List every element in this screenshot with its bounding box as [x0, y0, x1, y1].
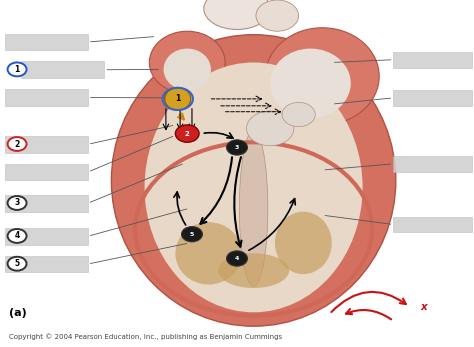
Text: 1: 1	[175, 94, 181, 103]
Ellipse shape	[256, 0, 299, 31]
Text: 2: 2	[14, 139, 20, 149]
Ellipse shape	[204, 0, 270, 29]
Ellipse shape	[275, 212, 332, 274]
Ellipse shape	[270, 49, 351, 118]
FancyBboxPatch shape	[393, 156, 472, 172]
Text: x: x	[421, 302, 428, 312]
Ellipse shape	[145, 62, 363, 312]
FancyBboxPatch shape	[5, 164, 88, 180]
Text: 4: 4	[235, 256, 239, 261]
FancyBboxPatch shape	[5, 256, 88, 272]
Circle shape	[8, 196, 27, 210]
Circle shape	[8, 137, 27, 151]
FancyBboxPatch shape	[393, 90, 472, 106]
FancyBboxPatch shape	[393, 217, 472, 232]
Circle shape	[182, 227, 202, 242]
Ellipse shape	[164, 49, 211, 90]
Text: 4: 4	[14, 231, 20, 240]
Text: (a): (a)	[9, 307, 27, 318]
Ellipse shape	[239, 130, 268, 286]
Text: 5: 5	[190, 232, 194, 237]
Text: 5: 5	[15, 259, 19, 268]
Circle shape	[175, 125, 199, 142]
Text: 2: 2	[185, 130, 190, 137]
Circle shape	[227, 140, 247, 155]
Ellipse shape	[218, 253, 289, 288]
Circle shape	[8, 257, 27, 271]
FancyBboxPatch shape	[5, 89, 88, 106]
FancyBboxPatch shape	[5, 195, 88, 212]
Circle shape	[8, 229, 27, 243]
Ellipse shape	[165, 88, 191, 110]
Ellipse shape	[111, 35, 396, 326]
FancyBboxPatch shape	[5, 136, 88, 153]
FancyBboxPatch shape	[5, 34, 88, 50]
Ellipse shape	[246, 111, 294, 146]
Text: 3: 3	[235, 145, 239, 150]
FancyBboxPatch shape	[21, 61, 104, 78]
FancyBboxPatch shape	[5, 228, 88, 245]
Ellipse shape	[149, 31, 225, 94]
Circle shape	[8, 62, 27, 76]
Ellipse shape	[175, 222, 242, 285]
Text: Copyright © 2004 Pearson Education, Inc., publishing as Benjamin Cummings: Copyright © 2004 Pearson Education, Inc.…	[9, 333, 283, 340]
Text: 3: 3	[14, 198, 20, 208]
Text: 1: 1	[14, 65, 20, 74]
FancyBboxPatch shape	[393, 52, 472, 68]
Circle shape	[227, 251, 247, 266]
Ellipse shape	[265, 28, 379, 125]
Ellipse shape	[282, 102, 315, 127]
